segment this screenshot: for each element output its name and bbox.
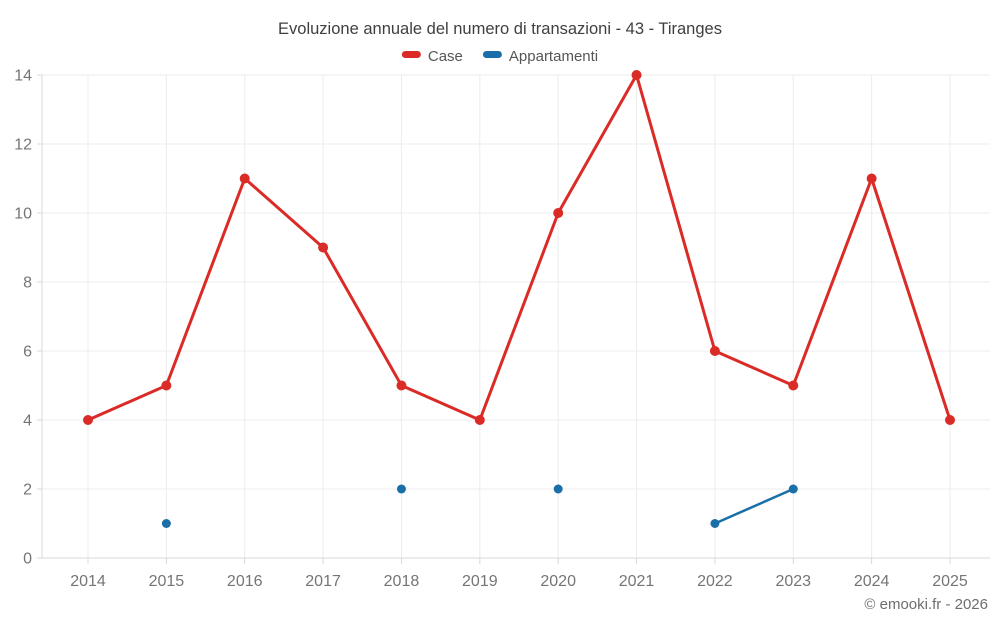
- series-line-case: [86, 73, 952, 422]
- x-tick-label: 2025: [932, 573, 968, 590]
- data-point-case-2021[interactable]: [631, 70, 642, 80]
- data-point-case-2020[interactable]: [553, 208, 564, 218]
- chart-legend: Case Appartamenti: [401, 48, 598, 65]
- plot-area: 0 2 4 6 8 10 12 14 2014 2015 2016 2017 2018 2019 2020 2…: [14, 68, 990, 590]
- x-tick-label: 2018: [384, 573, 420, 590]
- data-point-appartamenti-2023[interactable]: [788, 484, 798, 494]
- data-point-case-2015[interactable]: [161, 380, 172, 391]
- data-point-appartamenti-2015[interactable]: [161, 519, 171, 528]
- data-point-case-2017[interactable]: [318, 242, 329, 253]
- data-point-case-2016[interactable]: [239, 173, 250, 184]
- data-point-case-2024[interactable]: [866, 173, 877, 184]
- y-tick-label: 0: [23, 551, 32, 568]
- y-tick-label: 6: [23, 344, 32, 361]
- y-tick-label: 8: [23, 275, 32, 292]
- y-tick-label: 12: [14, 137, 32, 154]
- data-point-case-2025[interactable]: [945, 415, 955, 425]
- data-point-case-2018[interactable]: [396, 380, 407, 391]
- x-tick-label: 2024: [854, 573, 890, 590]
- y-tick-label: 14: [14, 68, 32, 85]
- chart-title: Evoluzione annuale del numero di transaz…: [278, 20, 722, 38]
- x-tick-label: 2016: [227, 573, 263, 590]
- x-tick-label: 2022: [697, 573, 733, 590]
- x-tick-label: 2021: [619, 573, 655, 590]
- y-tick-label: 10: [14, 206, 32, 223]
- data-point-appartamenti-2022[interactable]: [710, 519, 720, 528]
- series-line-appartamenti: [713, 487, 795, 525]
- legend-swatch-appartamenti: [482, 51, 502, 58]
- data-point-case-2019[interactable]: [474, 415, 485, 425]
- legend-swatch-case: [401, 51, 421, 58]
- x-tick-label: 2019: [462, 573, 498, 590]
- x-tick-label: 2017: [305, 573, 341, 590]
- x-tick-label: 2015: [149, 573, 185, 590]
- data-point-case-2022[interactable]: [709, 346, 720, 356]
- y-tick-label: 2: [23, 482, 32, 499]
- legend-label-case: Case: [428, 48, 463, 65]
- legend-label-appartamenti: Appartamenti: [509, 48, 598, 65]
- data-point-case-2014[interactable]: [83, 415, 93, 425]
- data-point-appartamenti-2018[interactable]: [396, 484, 406, 494]
- data-point-case-2023[interactable]: [788, 380, 799, 391]
- copyright-text: © emooki.fr - 2026: [864, 596, 988, 613]
- legend-item-case[interactable]: Case: [401, 48, 463, 65]
- legend-item-appartamenti[interactable]: Appartamenti: [482, 48, 598, 65]
- x-tick-label: 2023: [775, 573, 811, 590]
- y-tick-label: 4: [23, 413, 32, 430]
- x-tick-label: 2020: [540, 573, 576, 590]
- x-tick-label: 2014: [70, 573, 106, 590]
- data-point-appartamenti-2020[interactable]: [553, 484, 563, 494]
